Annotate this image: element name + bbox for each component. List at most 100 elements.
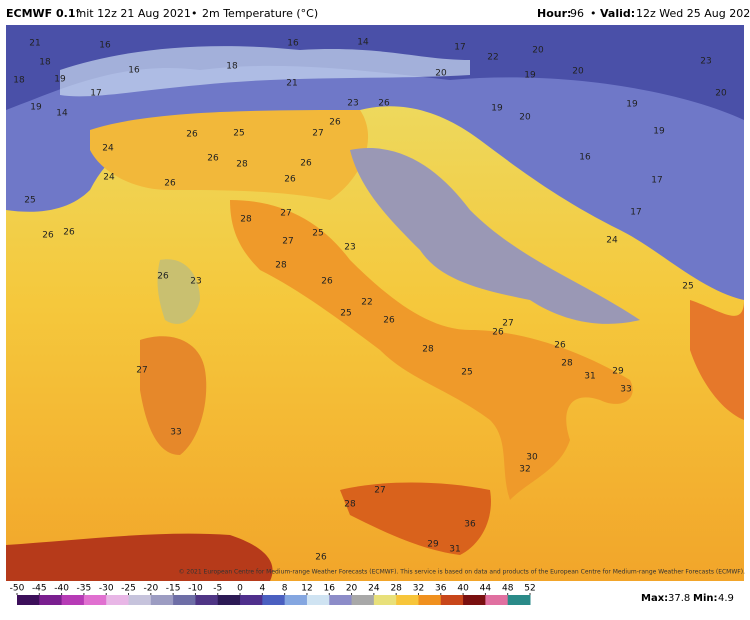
temperature-label: 23 [344, 243, 355, 253]
cool-north [6, 25, 744, 300]
colorbar-segment [150, 595, 174, 605]
adriatic [350, 148, 640, 324]
max-label: Max: [641, 593, 668, 604]
temperature-label: 26 [157, 272, 169, 282]
temperature-label: 32 [519, 465, 530, 475]
colorbar-tick-label: -5 [213, 584, 222, 594]
colorbar-tick-label: -45 [32, 584, 47, 594]
temperature-label: 17 [90, 89, 101, 99]
temperature-label: 27 [282, 237, 293, 247]
temperature-label: 24 [103, 173, 115, 183]
colorbar-segment [217, 595, 241, 605]
temperature-label: 19 [54, 75, 66, 85]
separator: • [191, 7, 198, 20]
init: Init 12z 21 Aug 2021 [76, 7, 191, 20]
temperature-label: 26 [300, 159, 312, 169]
colorbar-tick-label: 28 [390, 584, 402, 594]
snow-band [60, 46, 470, 97]
temperature-label: 26 [63, 228, 75, 238]
colorbar-segment [485, 595, 509, 605]
temperature-label: 28 [236, 160, 248, 170]
temperature-label: 29 [612, 367, 624, 377]
header: ECMWF 0.1° Init 12z 21 Aug 2021 • 2m Tem… [6, 7, 750, 20]
hour: 96 [570, 7, 584, 20]
sardinia [140, 336, 207, 455]
colorbar-tick-label: -35 [77, 584, 92, 594]
temperature-label: 14 [56, 109, 68, 119]
temperature-label: 21 [29, 39, 40, 49]
colorbar-segment [507, 595, 531, 605]
temperature-label: 28 [275, 261, 287, 271]
colorbar-tick-label: 32 [413, 584, 424, 594]
greece [690, 300, 744, 420]
temperature-label: 20 [519, 113, 531, 123]
colorbar-segment [39, 595, 63, 605]
colorbar-tick-label: 20 [346, 584, 358, 594]
temperature-label: 26 [284, 175, 296, 185]
temperature-label: 28 [422, 345, 434, 355]
temperature-label: 25 [233, 129, 244, 139]
temperature-label: 22 [361, 298, 372, 308]
temperature-label: 29 [427, 540, 439, 550]
temperature-label: 26 [42, 231, 54, 241]
model: ECMWF 0.1° [6, 7, 81, 20]
copyright: © 2021 European Centre for Medium-range … [178, 569, 745, 576]
temperature-label: 20 [435, 69, 447, 79]
colorbar-tick-label: 16 [324, 584, 336, 594]
temperature-label: 26 [554, 341, 566, 351]
colorbar-tick-label: 0 [237, 584, 243, 594]
min: 4.9 [718, 593, 734, 604]
colorbar-segment [173, 595, 196, 605]
max: 37.8 [668, 593, 690, 604]
temperature-label: 17 [630, 208, 641, 218]
colorbar-tick-label: -20 [143, 584, 158, 594]
temperature-label: 22 [487, 53, 498, 63]
colorbar-segment [396, 595, 419, 605]
valid: 12z Wed 25 Aug 2021 [636, 7, 750, 20]
temperature-label: 16 [579, 153, 591, 163]
temperature-label: 33 [620, 385, 631, 395]
temperature-label: 28 [344, 500, 356, 510]
temperature-label: 25 [682, 282, 693, 292]
temperature-label: 27 [374, 486, 385, 496]
colorbar-tick-label: -40 [54, 584, 69, 594]
colorbar-tick-label: -25 [121, 584, 136, 594]
temperature-label: 14 [357, 38, 369, 48]
colorbar-tick-label: 24 [368, 584, 380, 594]
colorbar-tick-label: 4 [259, 584, 265, 594]
colorbar-segment [351, 595, 375, 605]
italy [230, 200, 633, 500]
stats: Max: 37.8 Min: 4.9 [641, 593, 734, 604]
colorbar-segment [195, 595, 219, 605]
temperature-label: 17 [454, 43, 465, 53]
temperature-label: 27 [502, 319, 513, 329]
sicily [340, 482, 491, 555]
temperature-label: 25 [312, 229, 323, 239]
temperature-label: 19 [524, 71, 536, 81]
temperature-label: 19 [30, 103, 42, 113]
colorbar-segment [128, 595, 152, 605]
temperature-label: 26 [383, 316, 395, 326]
temperature-label: 16 [99, 41, 111, 51]
colorbar: -50 -45 -40 -35 -30 -25 -20 -15 -10 -5 0 4 8 12 16 20 24… [10, 584, 536, 605]
africa [6, 533, 273, 581]
temperature-label: 21 [286, 79, 297, 89]
colorbar-tick-label: 12 [301, 584, 312, 594]
temperature-label: 23 [700, 57, 711, 67]
colorbar-segment [284, 595, 308, 605]
temperature-label: 31 [449, 545, 460, 555]
temperature-label: 26 [378, 99, 390, 109]
colorbar-tick-label: 8 [282, 584, 288, 594]
temperature-label: 20 [572, 67, 584, 77]
temperature-label: 24 [606, 236, 618, 246]
colorbar-segment [373, 595, 397, 605]
colorbar-segment [463, 595, 486, 605]
temperature-label: 27 [312, 129, 323, 139]
temperature-label: 33 [170, 428, 181, 438]
temperature-label: 19 [653, 127, 665, 137]
colorbar-tick-label: -15 [166, 584, 181, 594]
temperature-label: 26 [321, 277, 333, 287]
temperature-label: 25 [461, 368, 472, 378]
temperature-label: 26 [164, 179, 176, 189]
